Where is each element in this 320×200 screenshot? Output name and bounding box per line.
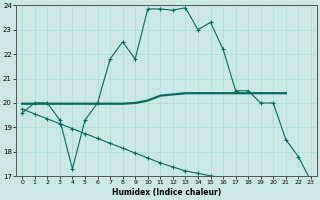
X-axis label: Humidex (Indice chaleur): Humidex (Indice chaleur) [112,188,221,197]
